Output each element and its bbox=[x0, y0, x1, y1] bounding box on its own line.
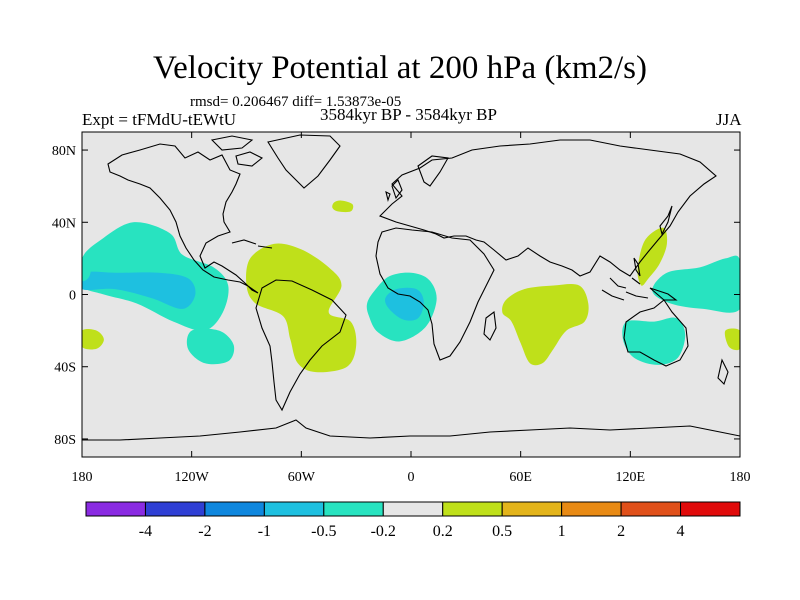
colorbar-label: -2 bbox=[198, 523, 211, 540]
colorbar-label: 0.2 bbox=[433, 523, 453, 540]
x-tick-label: 0 bbox=[408, 470, 415, 485]
colorbar-label: 2 bbox=[617, 523, 625, 540]
contour-region-east-pacific-edge-positive bbox=[82, 329, 104, 350]
contour-region-central-pacific-core bbox=[82, 271, 196, 309]
colorbar-label: -0.5 bbox=[311, 523, 336, 540]
contour-region-south-china-sea-positive bbox=[637, 227, 668, 286]
contour-region-west-pacific-negative-wrap bbox=[82, 258, 92, 282]
contour-region-north-atlantic-positive bbox=[332, 200, 354, 213]
colorbar-label: -0.2 bbox=[371, 523, 396, 540]
colorbar-label: 1 bbox=[558, 523, 566, 540]
y-tick-label: 40S bbox=[54, 361, 76, 376]
contour-region-australia-negative bbox=[622, 317, 686, 365]
contour-fill-layer bbox=[82, 200, 740, 373]
stats-label: rmsd= 0.206467 diff= 1.53873e-05 bbox=[190, 94, 402, 110]
coast-arctic-islands bbox=[210, 135, 264, 167]
x-tick-label: 60W bbox=[288, 470, 316, 485]
colorbar-label: 0.5 bbox=[492, 523, 512, 540]
colorbar-swatch bbox=[680, 501, 741, 517]
colorbar-label: -1 bbox=[258, 523, 271, 540]
coast-north-america bbox=[107, 143, 259, 294]
coastline-layer bbox=[82, 134, 740, 441]
y-tick-label: 80N bbox=[52, 144, 76, 159]
colorbar-label: 4 bbox=[677, 523, 685, 540]
x-tick-label: 120E bbox=[616, 470, 646, 485]
coast-indonesia bbox=[601, 277, 678, 301]
colorbar-label: -4 bbox=[139, 523, 152, 540]
colorbar-swatch bbox=[620, 501, 682, 517]
coast-japan bbox=[659, 205, 673, 236]
coast-europe-asia bbox=[379, 139, 717, 277]
coast-philippines bbox=[633, 257, 641, 277]
coast-new-zealand bbox=[717, 358, 729, 386]
colorbar-swatch bbox=[204, 501, 265, 517]
y-axis: 80N 40N 0 40S 80S bbox=[52, 144, 740, 448]
colorbar-swatch bbox=[144, 501, 206, 517]
colorbar-swatch bbox=[561, 501, 622, 517]
contour-region-south-pacific-negative bbox=[186, 328, 235, 365]
x-axis: 180 120W 60W 0 60E 120E 180 bbox=[72, 132, 751, 485]
colorbar-swatch bbox=[382, 501, 444, 517]
contour-region-atlantic-africa-core bbox=[385, 287, 424, 321]
colorbar-swatch bbox=[263, 501, 325, 517]
colorbar-swatch bbox=[442, 501, 503, 517]
experiment-label: Expt = tFMdU-tEWtU bbox=[82, 110, 237, 129]
y-tick-label: 80S bbox=[54, 433, 76, 448]
coast-australia bbox=[623, 299, 689, 367]
coast-africa bbox=[375, 227, 495, 361]
period-label: 3584kyr BP - 3584kyr BP bbox=[320, 105, 497, 124]
plot-title: Velocity Potential at 200 hPa (km2/s) bbox=[152, 50, 648, 86]
colorbar-swatch bbox=[85, 501, 146, 517]
season-label: JJA bbox=[716, 110, 742, 129]
coast-south-america bbox=[255, 279, 347, 412]
contour-region-indian-ocean-positive bbox=[502, 284, 589, 366]
x-tick-label: 180 bbox=[72, 470, 93, 485]
coast-madagascar bbox=[483, 310, 497, 341]
coast-scandinavia bbox=[417, 155, 449, 187]
x-tick-label: 180 bbox=[730, 470, 751, 485]
y-tick-label: 40N bbox=[52, 216, 76, 231]
contour-region-dateline-east-positive bbox=[724, 328, 740, 351]
coast-greenland bbox=[267, 134, 341, 189]
contour-region-americas-positive bbox=[246, 243, 357, 373]
y-tick-label: 0 bbox=[69, 289, 76, 304]
coast-british-isles bbox=[385, 179, 403, 202]
coast-caribbean bbox=[231, 239, 273, 249]
colorbar-swatch bbox=[501, 501, 563, 517]
x-tick-label: 120W bbox=[175, 470, 210, 485]
x-tick-label: 60E bbox=[509, 470, 532, 485]
colorbar: -4 -2 -1 -0.5 -0.2 0.2 0.5 1 2 4 bbox=[85, 501, 741, 540]
colorbar-swatch bbox=[323, 501, 384, 517]
coast-antarctica bbox=[82, 419, 740, 441]
